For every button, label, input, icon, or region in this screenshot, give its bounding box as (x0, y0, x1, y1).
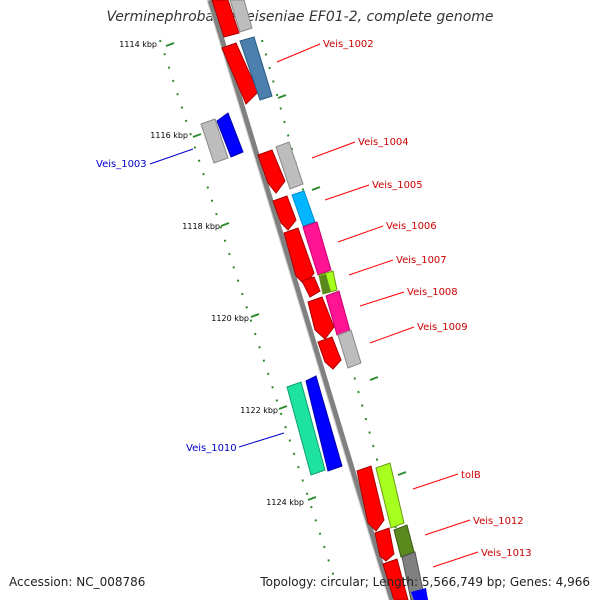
ruler-label: 1114 kbp (119, 40, 157, 49)
gene-label-veis-1013[interactable]: Veis_1013 (481, 548, 532, 559)
ruler-label: 1116 kbp (150, 131, 188, 140)
map-title: Verminephrobacter eiseniae EF01-2, compl… (106, 9, 494, 25)
gene-label-veis-1004[interactable]: Veis_1004 (358, 137, 409, 148)
gene-label-veis-1009[interactable]: Veis_1009 (417, 322, 468, 333)
gene-veis-1006[interactable] (283, 221, 332, 286)
gene-label-veis-1012[interactable]: Veis_1012 (473, 516, 524, 527)
major-tick (250, 313, 260, 318)
label-connector (276, 43, 321, 63)
accession-label: Accession: NC_008786 (9, 575, 146, 589)
gene-veis-1005[interactable] (272, 190, 316, 231)
label-connector (238, 432, 285, 448)
gene-label-veis-1008[interactable]: Veis_1008 (407, 287, 458, 298)
genome-backbone (207, 0, 395, 600)
gene-label-tolb[interactable]: tolB (461, 470, 481, 481)
major-tick (278, 405, 288, 410)
label-connector (337, 225, 384, 243)
gene-veis-1008[interactable] (307, 290, 351, 340)
major-tick (192, 133, 202, 138)
label-connector (324, 184, 370, 201)
ruler-label: 1122 kbp (240, 406, 278, 415)
topology-label: Topology: circular; Length: 5,566,749 bp… (260, 575, 590, 589)
gene-veis-1004[interactable] (257, 141, 304, 194)
label-connector (424, 519, 471, 536)
gene-veis-1012[interactable] (374, 524, 415, 562)
major-tick (277, 94, 287, 99)
gene-veis-1009[interactable] (317, 329, 362, 370)
gene-tolb[interactable] (356, 462, 405, 532)
gene-veis-1007[interactable] (301, 270, 338, 298)
label-connector (412, 473, 459, 490)
ruler-label: 1120 kbp (211, 314, 249, 323)
gene-label-veis-1010[interactable]: Veis_1010 (186, 443, 237, 454)
major-tick (311, 186, 321, 191)
label-connector (359, 291, 405, 307)
label-connector (369, 326, 415, 344)
major-tick (369, 376, 379, 381)
ruler-label: 1124 kbp (266, 498, 304, 507)
gene-veis-1002[interactable] (221, 36, 273, 105)
genome-backbone-highlight (206, 0, 390, 600)
gene-label-veis-1002[interactable]: Veis_1002 (323, 39, 374, 50)
gene-label-veis-1005[interactable]: Veis_1005 (372, 180, 423, 191)
gene-label-veis-1007[interactable]: Veis_1007 (396, 255, 447, 266)
gene-veis-1001-top[interactable] (211, 0, 253, 38)
major-tick (307, 496, 317, 501)
gene-veis-1003[interactable] (200, 112, 244, 164)
major-tick (397, 471, 407, 476)
gene-label-veis-1003[interactable]: Veis_1003 (96, 159, 147, 170)
label-connector (311, 141, 356, 159)
label-connector (432, 551, 479, 568)
label-connector (149, 148, 194, 165)
major-tick (165, 42, 175, 47)
ruler-label: 1118 kbp (182, 222, 220, 231)
gene-veis-1013[interactable] (382, 551, 428, 600)
gene-label-veis-1006[interactable]: Veis_1006 (386, 221, 437, 232)
label-connector (348, 259, 394, 276)
gene-veis-1010[interactable] (286, 375, 343, 476)
major-tick (220, 222, 230, 227)
